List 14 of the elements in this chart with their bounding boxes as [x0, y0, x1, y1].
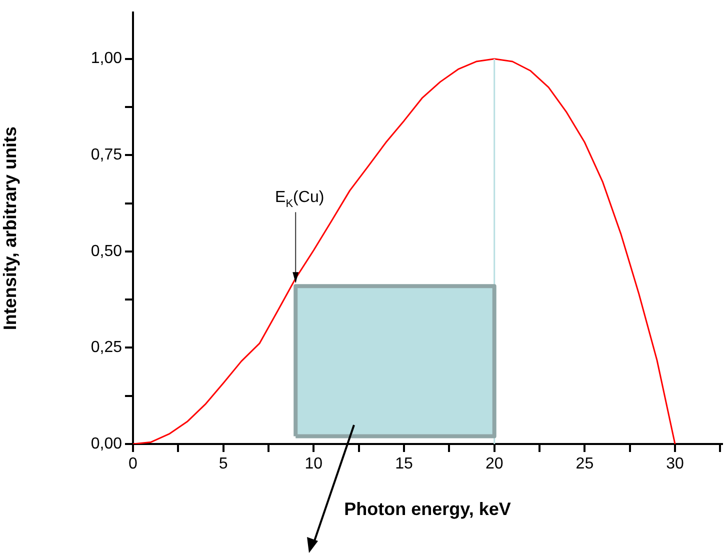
x-axis-title: Photon energy, keV: [344, 499, 511, 520]
y-tick-label: 0,50: [90, 242, 122, 260]
y-tick-label: 1,00: [90, 50, 122, 68]
y-tick-label: 0,00: [90, 435, 122, 452]
x-tick-label: 5: [218, 455, 228, 472]
x-tick-label: 0: [128, 455, 138, 472]
x-tick-label: 25: [576, 455, 594, 472]
x-tick-label: 20: [485, 455, 504, 472]
x-tick-label: 30: [666, 455, 684, 472]
x-tick-label: 15: [395, 455, 414, 472]
x-tick-label: 10: [304, 455, 323, 472]
y-tick-label: 0,25: [90, 339, 122, 356]
y-tick-label: 0,75: [90, 146, 122, 164]
y-axis-title: Intensity, arbitrary units: [0, 126, 20, 330]
